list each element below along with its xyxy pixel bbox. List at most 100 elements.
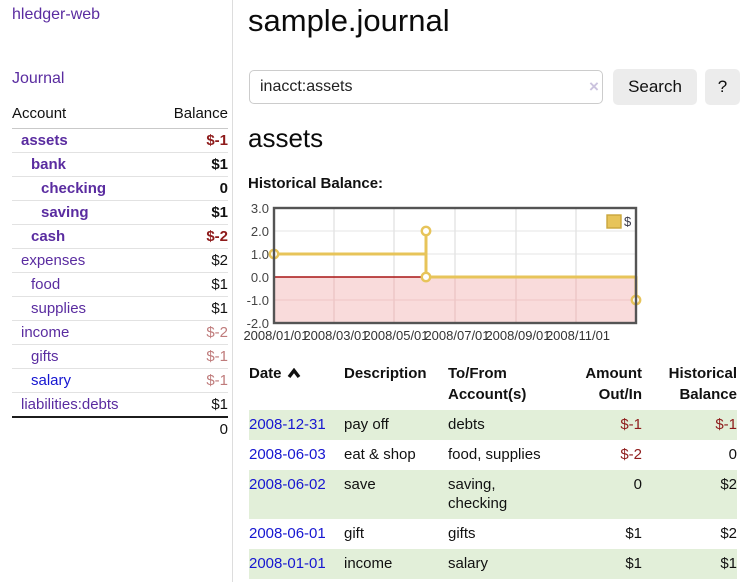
- transaction-amount: $1: [625, 525, 642, 542]
- transaction-amount: $-2: [620, 446, 642, 463]
- svg-text:2008/11/01: 2008/11/01: [546, 328, 610, 343]
- account-row-checking: checking 0: [12, 176, 228, 201]
- transaction-amount: $-1: [561, 410, 642, 440]
- account-row-cash: cash $-2: [12, 224, 228, 249]
- account-row-income: income $-2: [12, 320, 228, 345]
- account-link-income[interactable]: income: [21, 324, 70, 341]
- help-button[interactable]: ?: [705, 69, 740, 105]
- account-heading: assets: [248, 123, 324, 153]
- transaction-accounts: saving, checking: [448, 470, 561, 519]
- account-row-liabilities-debts: liabilities:debts $1: [12, 392, 228, 418]
- account-link-food[interactable]: food: [31, 276, 61, 293]
- chart-title: Historical Balance:: [248, 175, 384, 192]
- col-tofrom: To/From Account(s): [448, 365, 527, 403]
- sort-asc-icon: [287, 368, 300, 379]
- sidebar-item-journal[interactable]: Journal: [12, 70, 65, 87]
- account-balance: $2: [155, 248, 228, 273]
- search-button[interactable]: Search: [613, 69, 697, 105]
- account-row-food: food $1: [12, 272, 228, 297]
- legend-swatch: [606, 214, 622, 229]
- account-link-gifts[interactable]: gifts: [31, 348, 59, 365]
- col-date[interactable]: Date: [249, 361, 344, 410]
- accounts-col-balance: Balance: [155, 102, 228, 129]
- transaction-row: 2008-01-01 income salary $1 $1: [249, 549, 737, 579]
- transaction-date-link[interactable]: 2008-06-01: [249, 525, 326, 542]
- transaction-row: 2008-06-02 save saving, checking 0 $2: [249, 470, 737, 519]
- transactions-header-row: Date Description To/From Account(s) Amou…: [249, 361, 737, 410]
- accounts-table: Account Balance assets $-1 bank $1 check…: [12, 102, 228, 441]
- account-link-bank[interactable]: bank: [31, 156, 67, 173]
- account-balance: $1: [155, 152, 228, 177]
- account-row-salary: salary $-1: [12, 368, 228, 393]
- transaction-row: 2008-06-01 gift gifts $1 $2: [249, 519, 737, 549]
- transaction-date-link[interactable]: 2008-06-03: [249, 446, 326, 463]
- svg-text:1.0: 1.0: [251, 247, 269, 262]
- account-row-supplies: supplies $1: [12, 296, 228, 321]
- vertical-gridlines: [333, 208, 577, 277]
- svg-text:2008/05/01: 2008/05/01: [363, 328, 428, 343]
- account-row-saving: saving $1: [12, 200, 228, 225]
- transaction-balance: 0: [728, 446, 737, 463]
- accounts-col-account: Account: [12, 102, 156, 129]
- account-link-assets[interactable]: assets: [21, 132, 68, 149]
- transaction-amount: 0: [561, 470, 642, 519]
- legend-label: $: [624, 214, 632, 229]
- transaction-accounts: gifts: [448, 525, 476, 542]
- transaction-description: pay off: [344, 410, 448, 440]
- svg-text:2008/03/01: 2008/03/01: [303, 328, 368, 343]
- account-row-gifts: gifts $-1: [12, 344, 228, 369]
- col-amount: Amount Out/In: [585, 365, 642, 403]
- account-balance: $1: [155, 272, 228, 297]
- svg-text:3.0: 3.0: [251, 201, 269, 216]
- transactions-table: Date Description To/From Account(s) Amou…: [249, 361, 737, 579]
- transaction-balance: $2: [720, 525, 737, 542]
- svg-text:2.0: 2.0: [251, 224, 269, 239]
- account-balance: $1: [155, 392, 228, 418]
- account-link-salary[interactable]: salary: [31, 372, 72, 389]
- transaction-balance: $-1: [642, 410, 737, 440]
- svg-text:2008/07/01: 2008/07/01: [424, 328, 489, 343]
- transaction-row: 2008-06-03 eat & shop food, supplies $-2…: [249, 440, 737, 470]
- transaction-balance: $1: [642, 549, 737, 579]
- transaction-accounts: salary: [448, 549, 561, 579]
- account-balance: $-1: [155, 344, 228, 369]
- transaction-accounts: debts: [448, 410, 561, 440]
- plot-border: [272, 206, 638, 325]
- account-balance: $-1: [155, 368, 228, 393]
- transaction-description: gift: [344, 525, 365, 542]
- account-link-expenses[interactable]: expenses: [21, 252, 86, 269]
- transaction-row: 2008-12-31 pay off debts $-1 $-1: [249, 410, 737, 440]
- account-balance: 0: [155, 176, 228, 201]
- transaction-description: eat & shop: [344, 446, 416, 463]
- transaction-accounts: food, supplies: [448, 446, 541, 463]
- app-title-link[interactable]: hledger-web: [12, 6, 101, 23]
- accounts-total-row: 0: [12, 417, 228, 441]
- x-axis-labels: 2008/01/01 2008/03/01 2008/05/01 2008/07…: [243, 328, 610, 343]
- account-row-expenses: expenses $2: [12, 248, 228, 273]
- transaction-amount: $1: [561, 549, 642, 579]
- account-link-supplies[interactable]: supplies: [31, 300, 87, 317]
- account-link-checking[interactable]: checking: [41, 180, 107, 197]
- transaction-description: save: [344, 470, 448, 519]
- clear-search-icon[interactable]: ×: [589, 77, 599, 96]
- account-balance: $-1: [155, 128, 228, 153]
- transaction-date-link[interactable]: 2008-01-01: [249, 555, 326, 572]
- page-title: sample.journal: [248, 3, 450, 38]
- account-link-saving[interactable]: saving: [41, 204, 89, 221]
- search-input[interactable]: [249, 70, 603, 104]
- col-balance: Historical Balance: [668, 365, 737, 403]
- account-row-assets: assets $-1: [12, 128, 228, 153]
- col-description: Description: [344, 365, 427, 382]
- accounts-total: 0: [219, 421, 228, 438]
- account-balance: $-2: [155, 224, 228, 249]
- account-balance: $-2: [155, 320, 228, 345]
- chart-legend: $: [606, 214, 632, 229]
- transaction-date-link[interactable]: 2008-12-31: [249, 416, 326, 433]
- account-row-bank: bank $1: [12, 152, 228, 177]
- col-date-label: Date: [249, 365, 282, 382]
- account-balance: $1: [155, 200, 228, 225]
- svg-text:2008/09/01: 2008/09/01: [485, 328, 550, 343]
- account-link-liabilities-debts[interactable]: liabilities:debts: [21, 396, 119, 413]
- transaction-date-link[interactable]: 2008-06-02: [249, 476, 326, 493]
- account-link-cash[interactable]: cash: [31, 228, 66, 245]
